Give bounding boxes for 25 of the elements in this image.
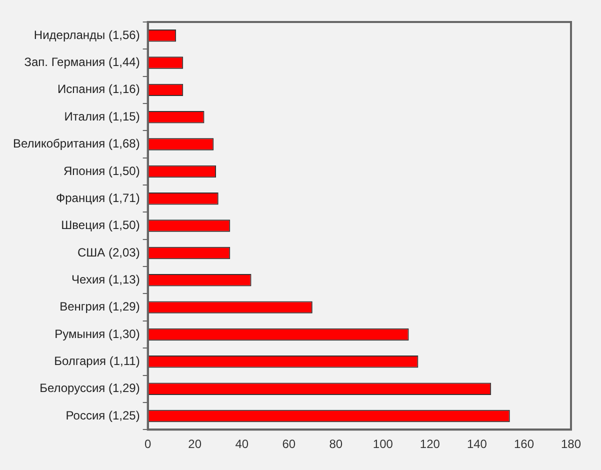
y-tick-label: Россия (1,25) — [66, 408, 140, 422]
y-tick-label: Зап. Германия (1,44) — [24, 55, 140, 70]
y-tick-label: Япония (1,50) — [63, 164, 140, 178]
x-tick-label: 120 — [420, 437, 440, 452]
y-tick-label: Италия (1,15) — [64, 109, 140, 124]
x-tick-label: 60 — [282, 437, 296, 452]
x-tick-label: 180 — [560, 437, 582, 452]
y-tick-label: Франция (1,71) — [56, 190, 140, 205]
y-tick-label: Белоруссия (1,29) — [40, 381, 140, 396]
y-tick-label: Великобритания (1,68) — [12, 136, 140, 151]
y-tick-label: Болгария (1,11) — [54, 354, 140, 368]
y-tick-label: Швеция (1,50) — [61, 218, 140, 232]
y-tick-label: Нидерланды (1,56) — [34, 28, 140, 42]
x-tick-label: 0 — [144, 437, 152, 452]
y-tick-label: Испания (1,16) — [58, 82, 140, 96]
y-tick-label: Румыния (1,30) — [54, 326, 140, 341]
x-tick-label: 100 — [372, 437, 394, 452]
x-tick-label: 20 — [188, 437, 202, 452]
x-tick-label: 140 — [466, 437, 488, 452]
x-tick-label: 40 — [235, 437, 249, 452]
x-tick-label: 80 — [329, 437, 343, 452]
y-tick-label: Венгрия (1,29) — [60, 300, 140, 314]
x-tick-label: 160 — [514, 437, 534, 452]
y-tick-label: США (2,03) — [77, 245, 140, 260]
y-tick-label: Чехия (1,13) — [72, 272, 140, 286]
